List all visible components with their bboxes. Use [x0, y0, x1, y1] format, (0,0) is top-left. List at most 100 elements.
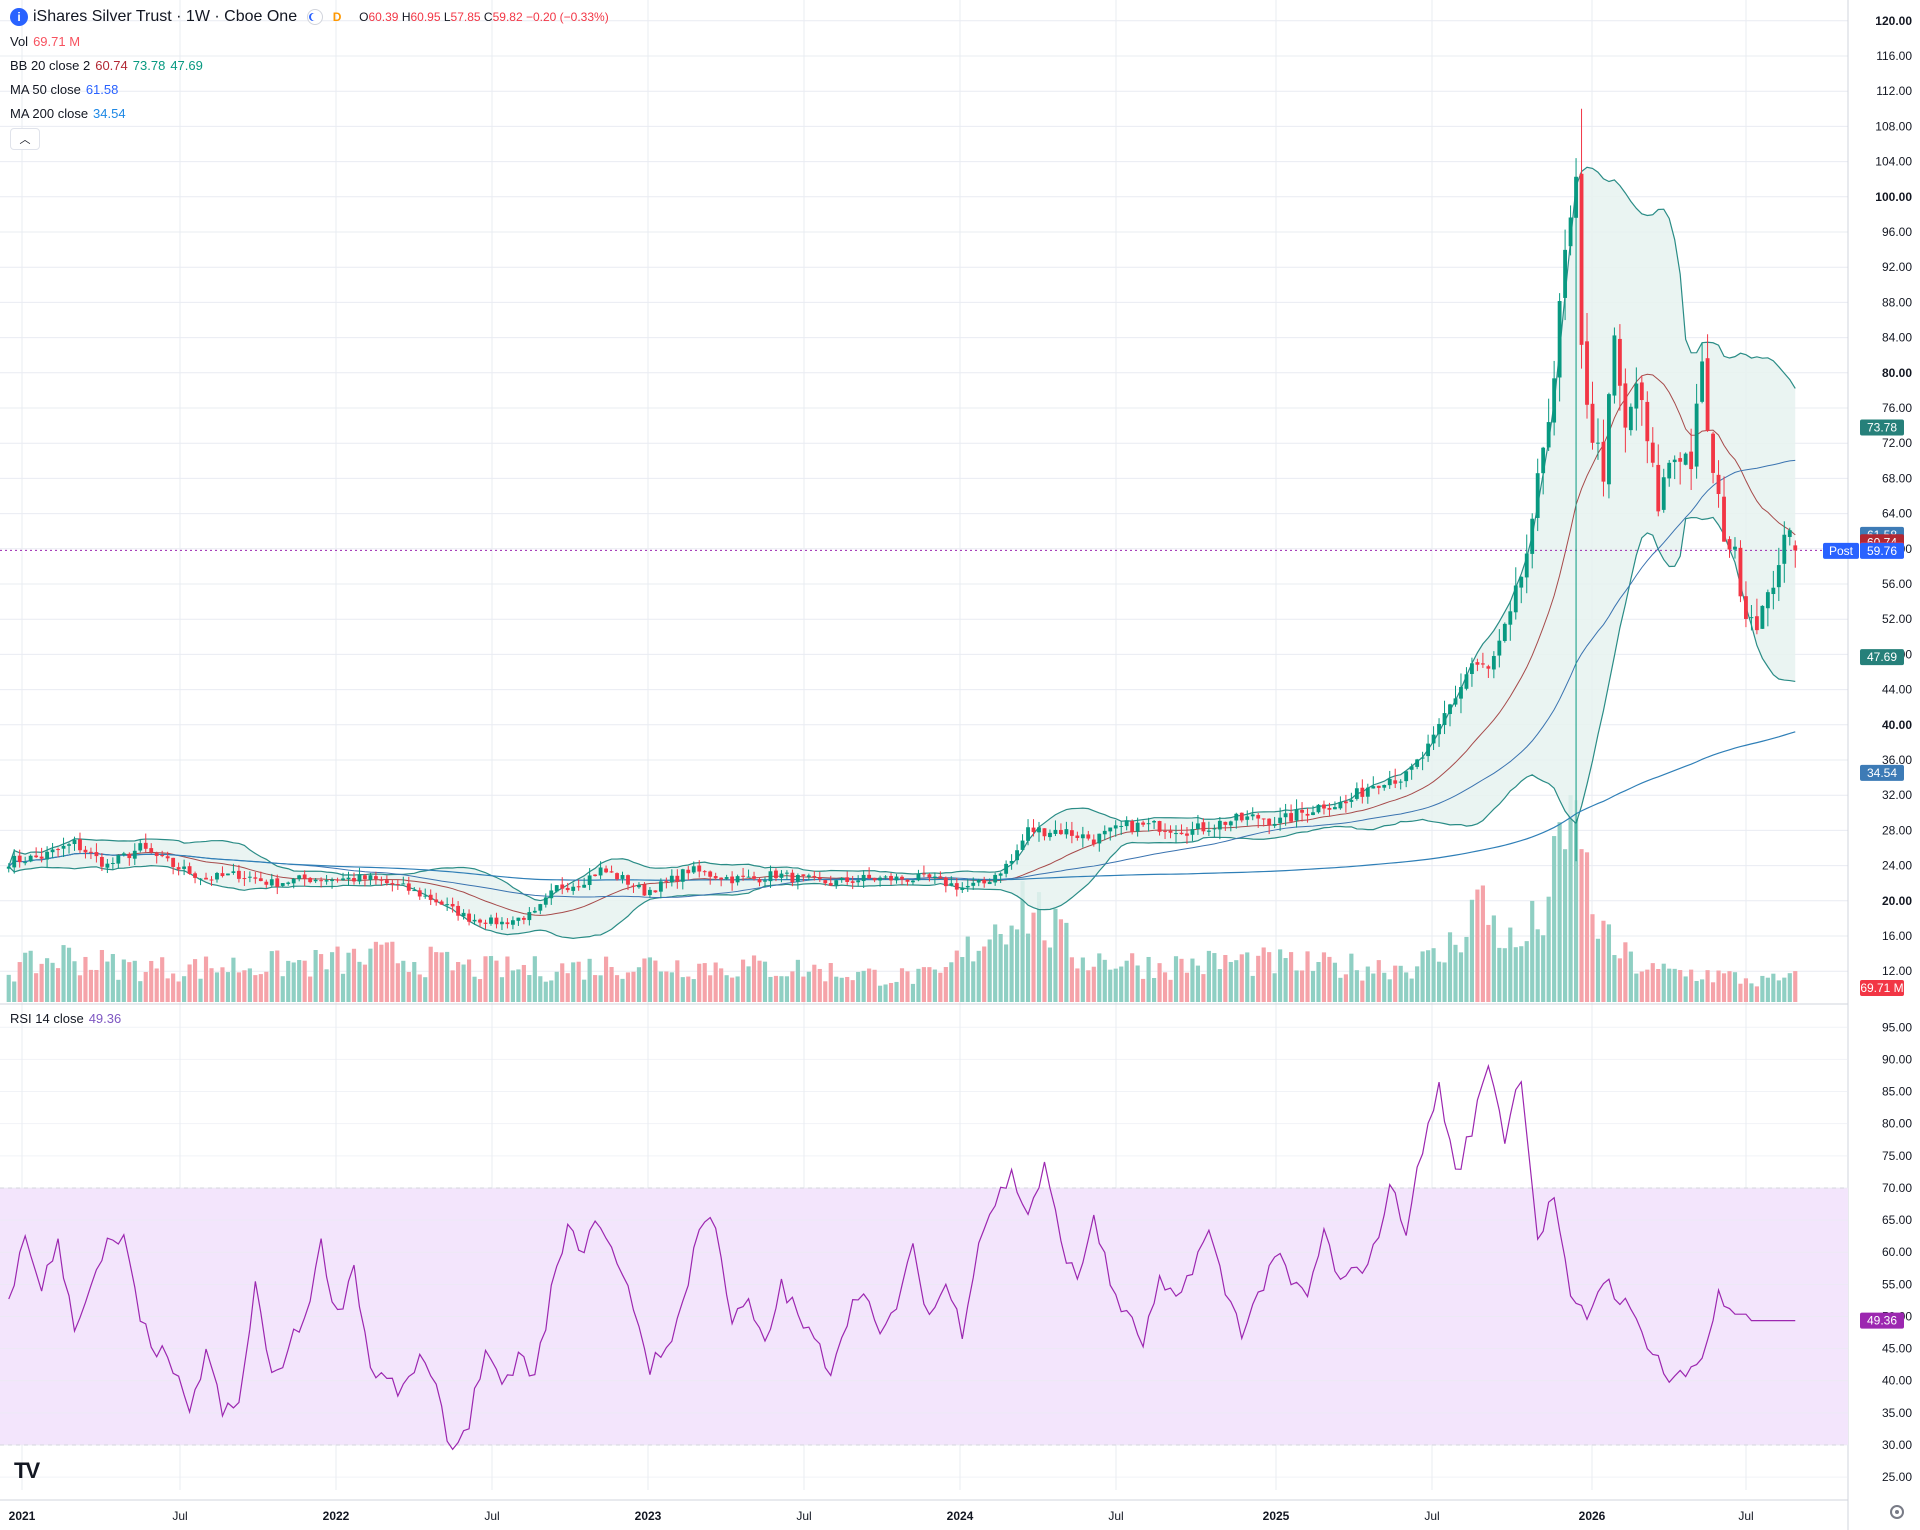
volume-bar — [77, 975, 83, 1002]
legend-volume[interactable]: Vol 69.71 M — [10, 34, 80, 49]
candle-body — [1163, 830, 1167, 832]
candle-body — [1486, 666, 1491, 669]
candle-body — [1185, 833, 1189, 836]
volume-bar — [439, 952, 444, 1002]
candle-body — [1530, 518, 1535, 554]
candle-body — [467, 913, 471, 922]
legend-rsi[interactable]: RSI 14 close 49.36 — [10, 1011, 121, 1026]
volume-bar — [494, 960, 499, 1002]
candle-body — [395, 884, 400, 886]
candle-body — [911, 880, 915, 883]
volume-bar — [1700, 979, 1705, 1002]
candle-body — [1393, 780, 1398, 784]
volume-bar — [856, 971, 861, 1002]
time-tick-label: Jul — [1108, 1509, 1123, 1523]
candle-body — [72, 839, 77, 845]
candle-body — [637, 884, 641, 888]
price-tick-label: 104.00 — [1875, 155, 1912, 169]
volume-bar — [17, 962, 22, 1002]
candle-body — [850, 881, 855, 883]
candle-body — [576, 886, 581, 888]
candle-body — [1563, 249, 1568, 298]
volume-bar — [1091, 966, 1096, 1002]
candle-body — [927, 874, 932, 878]
volume-bar — [582, 979, 587, 1002]
volume-bar — [1097, 953, 1102, 1002]
market-closed-icon[interactable] — [307, 9, 324, 25]
symbol-title[interactable]: iShares Silver Trust · 1W · Cboe One — [33, 8, 298, 25]
volume-bar — [1173, 956, 1179, 1002]
rsi-tick-label: 30.00 — [1882, 1438, 1912, 1452]
candle-body — [1239, 812, 1244, 821]
candle-body — [1272, 823, 1277, 826]
info-circle-icon[interactable]: i — [10, 8, 28, 26]
candle-body — [1009, 860, 1014, 864]
volume-bar — [1365, 966, 1370, 1002]
candle-body — [938, 876, 943, 878]
legend-bb[interactable]: BB 20 close 2 60.74 73.78 47.69 — [10, 58, 203, 73]
legend-ma50[interactable]: MA 50 close 61.58 — [10, 82, 118, 97]
candle-body — [516, 917, 521, 921]
candle-body — [1623, 383, 1628, 428]
candle-body — [806, 875, 811, 877]
volume-bar — [253, 975, 258, 1002]
volume-bar — [1606, 924, 1612, 1002]
volume-bar — [1420, 951, 1425, 1002]
candle-body — [752, 876, 756, 879]
candle-body — [1316, 804, 1321, 813]
volume-bar — [1672, 968, 1677, 1002]
volume-bar — [587, 958, 592, 1002]
candle-body — [215, 872, 219, 880]
volume-bar — [740, 959, 746, 1002]
candle-body — [1354, 788, 1359, 799]
candle-body — [1437, 723, 1441, 735]
rsi-tick-label: 90.00 — [1882, 1052, 1912, 1066]
volume-bar — [187, 964, 192, 1002]
legend-ma200[interactable]: MA 200 close 34.54 — [10, 106, 126, 121]
volume-bar — [1524, 941, 1529, 1002]
candle-body — [746, 876, 751, 878]
candle-body — [461, 912, 466, 917]
price-tick-label: 92.00 — [1882, 260, 1912, 274]
volume-bar — [1332, 962, 1338, 1002]
volume-bar — [1004, 944, 1009, 1002]
candle-body — [571, 886, 576, 891]
gear-icon[interactable] — [1890, 1505, 1904, 1519]
volume-bar — [1426, 950, 1431, 1002]
candle-body — [582, 884, 587, 888]
volume-bar — [61, 945, 66, 1002]
volume-bar — [116, 979, 121, 1002]
tradingview-logo-icon[interactable]: TV — [14, 1458, 40, 1483]
rsi-tick-label: 70.00 — [1882, 1181, 1912, 1195]
volume-bar — [1058, 919, 1064, 1002]
collapse-legend-button[interactable]: ︿ — [10, 128, 40, 150]
price-tick-label: 64.00 — [1882, 507, 1912, 521]
candle-body — [1711, 433, 1715, 473]
volume-bar — [395, 963, 400, 1002]
volume-bar — [143, 971, 148, 1002]
volume-bar — [636, 967, 642, 1002]
volume-bar — [1541, 935, 1546, 1002]
volume-bar — [1667, 968, 1672, 1002]
volume-bar — [664, 971, 669, 1002]
volume-bar — [1289, 952, 1294, 1002]
candle-body — [1300, 809, 1304, 813]
candle-body — [1568, 217, 1573, 247]
volume-bar — [1042, 940, 1047, 1002]
delayed-data-badge[interactable]: D — [332, 10, 342, 24]
candle-body — [1371, 786, 1376, 789]
volume-bar — [110, 954, 115, 1002]
candle-body — [324, 880, 329, 882]
volume-bar — [768, 976, 773, 1002]
time-tick-label: 2021 — [9, 1509, 36, 1523]
candle-body — [1535, 473, 1540, 518]
candle-body — [110, 863, 115, 865]
volume-bar — [88, 969, 94, 1002]
volume-bar — [1162, 972, 1168, 1002]
volume-bar — [938, 972, 943, 1002]
volume-bar — [1141, 978, 1146, 1002]
candle-body — [1267, 818, 1272, 826]
volume-bar — [642, 958, 647, 1002]
volume-bar — [477, 979, 483, 1002]
